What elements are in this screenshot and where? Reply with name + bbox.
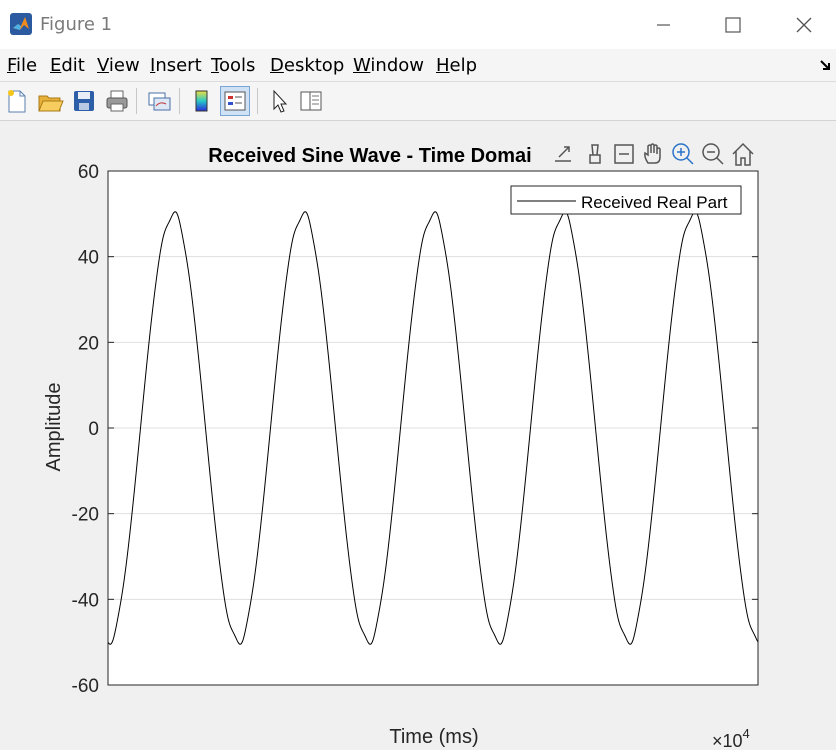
series-line-received-real-part[interactable] [108, 211, 758, 645]
menu-view[interactable]: View [97, 55, 140, 76]
edit-plot-pointer-icon [273, 89, 288, 113]
print-button[interactable] [103, 87, 131, 115]
window-titlebar: Figure 1 [0, 0, 836, 49]
property-inspector-icon [300, 91, 322, 111]
menu-desktop[interactable]: Desktop [270, 55, 345, 76]
y-tick-label: -40 [72, 590, 99, 611]
save-icon [74, 91, 94, 111]
legend-icon [224, 91, 246, 111]
zoom-in-icon[interactable] [672, 143, 694, 165]
pan-icon[interactable] [644, 143, 661, 164]
toolbar-separator [136, 88, 137, 114]
legend-box [510, 185, 742, 215]
menu-window[interactable]: Window [353, 55, 424, 76]
axes-toolbar [551, 141, 754, 167]
toolbar-separator [257, 88, 258, 114]
link-plot-icon [148, 92, 171, 111]
zoom-out-icon[interactable] [702, 143, 724, 165]
minimize-button[interactable] [640, 6, 686, 44]
y-axis-label: Amplitude [43, 383, 65, 472]
maximize-icon [725, 17, 741, 33]
y-tick-label: 20 [78, 333, 99, 354]
legend[interactable]: Received Real Part [510, 185, 742, 215]
menu-file[interactable]: File [7, 55, 38, 76]
y-tick-label: 60 [78, 162, 99, 183]
new-figure-button[interactable] [3, 87, 31, 115]
print-icon [106, 90, 128, 112]
open-file-button[interactable] [36, 87, 64, 115]
minimize-icon [657, 24, 670, 26]
menu-edit[interactable]: Edit [50, 55, 85, 76]
open-file-icon [38, 95, 64, 112]
insert-legend-button[interactable] [220, 86, 250, 116]
toolbar-separator [179, 88, 180, 114]
dock-figure-icon[interactable] [818, 57, 834, 73]
y-tick-label: 0 [88, 419, 99, 440]
x-axis-label: Time (ms) [389, 726, 478, 748]
export-icon[interactable] [551, 141, 577, 167]
y-tick-labels: -60 -40 -20 0 20 40 60 [72, 162, 99, 697]
data-tips-icon[interactable] [614, 144, 634, 164]
y-tick-label: -20 [72, 505, 99, 526]
property-inspector-button[interactable] [297, 87, 325, 115]
matlab-logo-icon [10, 13, 32, 35]
home-icon[interactable] [732, 142, 754, 166]
legend-entry-label: Received Real Part [581, 193, 728, 212]
edit-plot-button[interactable] [265, 87, 293, 115]
window-title: Figure 1 [40, 14, 113, 35]
figure-toolbar [0, 82, 836, 121]
save-button[interactable] [70, 87, 98, 115]
insert-colorbar-button[interactable] [188, 87, 216, 115]
axis-ticks [108, 170, 758, 686]
menu-insert[interactable]: Insert [150, 55, 202, 76]
new-figure-icon [8, 90, 26, 113]
menu-bar: File Edit View Insert Tools Desktop Wind… [0, 49, 836, 82]
plot-title: Received Sine Wave - Time Domai [208, 145, 531, 167]
maximize-button[interactable] [710, 6, 756, 44]
brush-icon[interactable] [589, 144, 601, 164]
link-plot-button[interactable] [145, 87, 173, 115]
colorbar-icon [195, 90, 208, 112]
close-button[interactable] [781, 6, 827, 44]
y-tick-label: -60 [72, 676, 99, 697]
menu-tools[interactable]: Tools [211, 55, 256, 76]
menu-help[interactable]: Help [436, 55, 478, 76]
close-icon [796, 17, 812, 33]
x-exponent-label: ×104 [712, 726, 750, 750]
y-tick-label: 40 [78, 248, 99, 269]
